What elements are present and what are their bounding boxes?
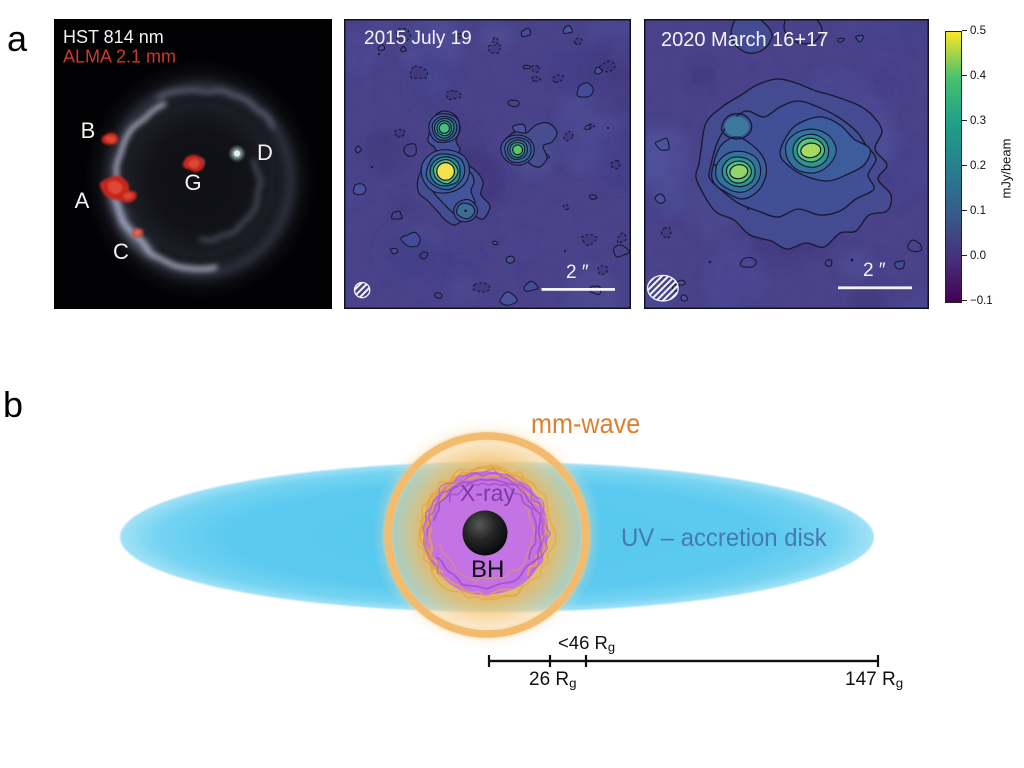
svg-text:2015 July 19: 2015 July 19 [364, 28, 472, 49]
svg-text:D: D [257, 140, 273, 165]
svg-text:B: B [81, 118, 96, 143]
svg-text:G: G [184, 170, 201, 195]
svg-text:ALMA 2.1 mm: ALMA 2.1 mm [63, 47, 176, 67]
svg-text:A: A [75, 188, 90, 213]
svg-text:2020 March 16+17: 2020 March 16+17 [661, 29, 828, 51]
svg-text:C: C [113, 239, 129, 264]
svg-text:HST 814 nm: HST 814 nm [63, 27, 164, 47]
